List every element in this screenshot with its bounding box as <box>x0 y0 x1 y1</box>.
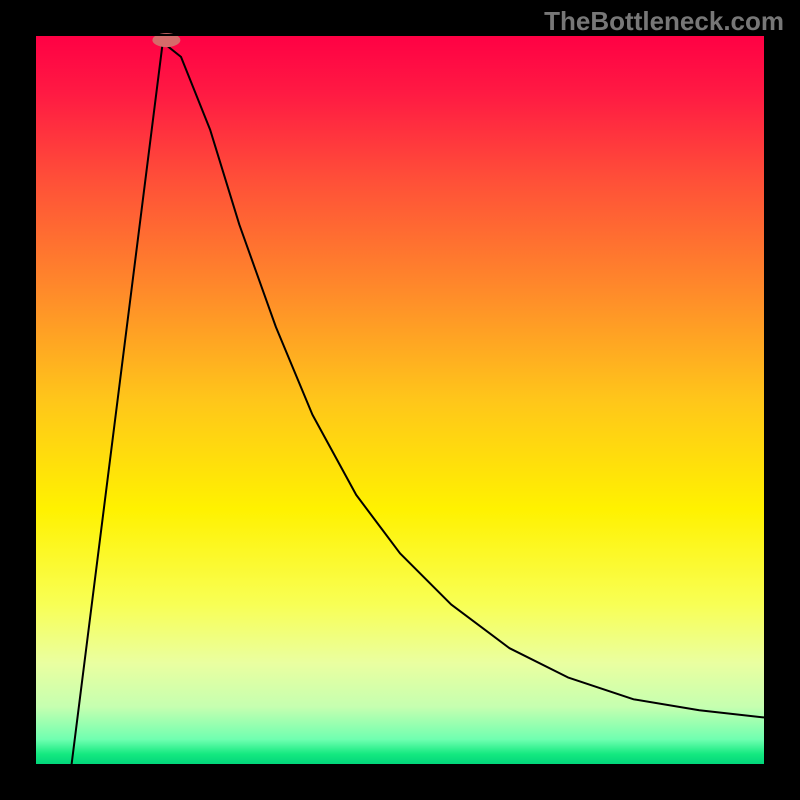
chart-svg <box>0 0 800 800</box>
chart-root: TheBottleneck.com <box>0 0 800 800</box>
plot-background <box>35 35 765 765</box>
watermark-text: TheBottleneck.com <box>544 6 784 37</box>
